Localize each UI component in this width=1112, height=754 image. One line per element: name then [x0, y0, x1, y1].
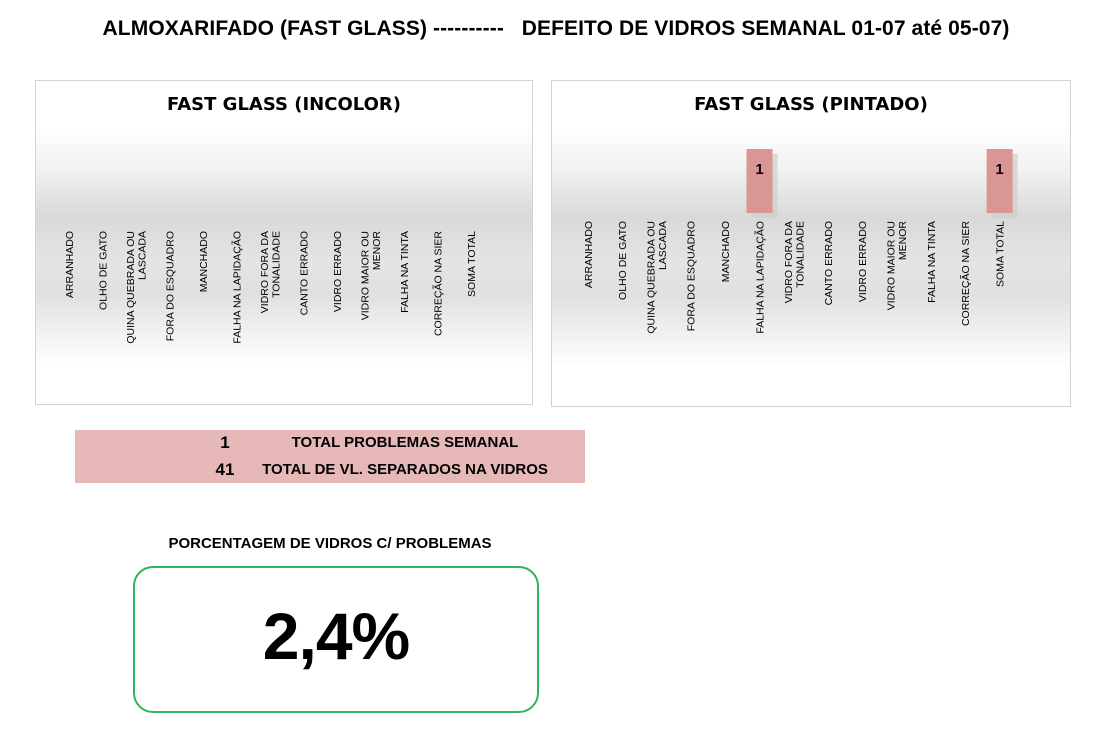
chart-title-pintado: FAST GLASS (PINTADO): [694, 94, 928, 115]
tick-label-pintado-falha-na-tinta: FALHA NA TINTA: [926, 221, 938, 303]
tick-label-pintado-arranhado: ARRANHADO: [583, 221, 595, 288]
svg-text:MANCHADO: MANCHADO: [720, 221, 732, 282]
svg-text:LASCADA: LASCADA: [137, 231, 149, 280]
tick-label-incolor-falha-na-tinta: FALHA NA TINTA: [399, 231, 411, 313]
svg-text:TONALIDADE: TONALIDADE: [794, 221, 806, 288]
chart-pintado: FAST GLASS (PINTADO) ARRANHADO OLHO DE GA…: [551, 80, 1071, 407]
tick-label-incolor-manchado: MANCHADO: [198, 231, 210, 292]
svg-text:FALHA NA TINTA: FALHA NA TINTA: [926, 221, 938, 303]
svg-text:SOMA TOTAL: SOMA TOTAL: [994, 221, 1006, 287]
svg-text:VIDRO FORA DA: VIDRO FORA DA: [783, 221, 795, 303]
bar-pintado-soma-total: [986, 149, 1013, 213]
tick-label-pintado-olho-de-gato: OLHO DE GATO: [617, 221, 629, 300]
svg-text:OLHO DE GATO: OLHO DE GATO: [97, 231, 109, 310]
svg-text:MENOR: MENOR: [371, 231, 383, 271]
tick-label-pintado-falha-na-lapidacao: FALHA NA LAPIDAÇÃO: [753, 221, 766, 334]
data-label-pintado-soma-total: 1: [995, 161, 1003, 178]
tick-label-incolor-vidro-errado: VIDRO ERRADO: [332, 231, 344, 312]
tick-label-pintado-vidro-fora-da-tonalidade: VIDRO FORA DA TONALIDADE: [783, 221, 807, 303]
total-problems-value: 1: [220, 433, 230, 452]
svg-text:TONALIDADE: TONALIDADE: [271, 231, 283, 298]
svg-text:CORREÇÃO NA SIER: CORREÇÃO NA SIER: [431, 231, 444, 336]
data-label-pintado-falha-na-lapidacao: 1: [755, 161, 763, 178]
tick-label-incolor-arranhado: ARRANHADO: [64, 231, 76, 298]
svg-text:ARRANHADO: ARRANHADO: [583, 221, 595, 288]
svg-text:FORA DO ESQUADRO: FORA DO ESQUADRO: [686, 221, 698, 331]
svg-text:CANTO ERRADO: CANTO ERRADO: [298, 231, 310, 315]
tick-label-pintado-fora-do-esquadro: FORA DO ESQUADRO: [686, 221, 698, 331]
chart-pintado-plot: ARRANHADO OLHO DE GATO QUINA QUEBRADA OU LA…: [583, 149, 1018, 334]
svg-text:MENOR: MENOR: [897, 221, 909, 261]
svg-text:FALHA NA TINTA: FALHA NA TINTA: [399, 231, 411, 313]
svg-text:FALHA NA LAPIDAÇÃO: FALHA NA LAPIDAÇÃO: [230, 231, 243, 344]
tick-label-pintado-canto-errado: CANTO ERRADO: [823, 221, 835, 305]
tick-label-pintado-correcao-na-sier: CORREÇÃO NA SIER: [959, 221, 972, 326]
svg-text:QUINA QUEBRADA OU: QUINA QUEBRADA OU: [125, 231, 137, 344]
total-problems-label: TOTAL PROBLEMAS SEMANAL: [291, 434, 519, 451]
bar-pintado-falha-na-lapidacao: [746, 149, 773, 213]
tick-label-incolor-correcao-na-sier: CORREÇÃO NA SIER: [431, 231, 444, 336]
svg-text:VIDRO FORA DA: VIDRO FORA DA: [259, 231, 271, 313]
svg-text:VIDRO MAIOR OU: VIDRO MAIOR OU: [886, 221, 898, 310]
tick-label-pintado-vidro-maior-ou-menor: VIDRO MAIOR OU MENOR: [886, 221, 910, 311]
total-separated-label: TOTAL DE VL. SEPARADOS NA VIDROS: [262, 461, 548, 478]
svg-text:CORREÇÃO NA SIER: CORREÇÃO NA SIER: [959, 221, 972, 326]
svg-text:SOMA TOTAL: SOMA TOTAL: [466, 231, 478, 297]
svg-text:QUINA QUEBRADA OU: QUINA QUEBRADA OU: [646, 221, 658, 334]
svg-text:OLHO DE GATO: OLHO DE GATO: [617, 221, 629, 300]
tick-label-incolor-canto-errado: CANTO ERRADO: [298, 231, 310, 315]
chart-incolor-plot: ARRANHADO OLHO DE GATO QUINA QUEBRADA OU LA…: [64, 231, 478, 344]
svg-text:LASCADA: LASCADA: [657, 221, 669, 270]
svg-text:VIDRO ERRADO: VIDRO ERRADO: [857, 221, 869, 302]
chart-title-incolor: FAST GLASS (INCOLOR): [167, 94, 401, 115]
svg-text:FORA DO ESQUADRO: FORA DO ESQUADRO: [164, 231, 176, 341]
tick-label-pintado-vidro-errado: VIDRO ERRADO: [857, 221, 869, 302]
svg-text:MANCHADO: MANCHADO: [198, 231, 210, 292]
tick-label-pintado-manchado: MANCHADO: [720, 221, 732, 282]
page-title: ALMOXARIFADO (FAST GLASS) ---------- DEF…: [102, 17, 1010, 40]
svg-text:CANTO ERRADO: CANTO ERRADO: [823, 221, 835, 305]
svg-text:VIDRO MAIOR OU: VIDRO MAIOR OU: [360, 231, 372, 320]
total-separated-value: 41: [215, 460, 235, 479]
percentage-box: 2,4%: [133, 566, 539, 713]
tick-label-pintado-quina-quebrada-ou-lascada: QUINA QUEBRADA OU LASCADA: [646, 221, 670, 334]
svg-text:ARRANHADO: ARRANHADO: [64, 231, 76, 298]
svg-text:FALHA NA LAPIDAÇÃO: FALHA NA LAPIDAÇÃO: [753, 221, 766, 334]
weekly-totals-panel: 1 TOTAL PROBLEMAS SEMANAL 41 TOTAL DE VL…: [75, 430, 585, 483]
tick-label-incolor-soma-total: SOMA TOTAL: [466, 231, 478, 297]
percentage-label: PORCENTAGEM DE VIDROS C/ PROBLEMAS: [168, 535, 492, 552]
tick-label-pintado-soma-total: SOMA TOTAL: [994, 221, 1006, 287]
tick-label-incolor-vidro-fora-da-tonalidade: VIDRO FORA DA TONALIDADE: [259, 231, 283, 313]
chart-incolor: FAST GLASS (INCOLOR) ARRANHADO OLHO DE GA…: [35, 80, 533, 405]
tick-label-incolor-vidro-maior-ou-menor: VIDRO MAIOR OU MENOR: [360, 231, 384, 321]
tick-label-incolor-fora-do-esquadro: FORA DO ESQUADRO: [164, 231, 176, 341]
tick-label-incolor-quina-quebrada-ou-lascada: QUINA QUEBRADA OU LASCADA: [125, 231, 149, 344]
tick-label-incolor-falha-na-lapidacao: FALHA NA LAPIDAÇÃO: [230, 231, 243, 344]
percentage-value: 2,4%: [262, 599, 410, 673]
tick-label-incolor-olho-de-gato: OLHO DE GATO: [97, 231, 109, 310]
svg-text:VIDRO ERRADO: VIDRO ERRADO: [332, 231, 344, 312]
